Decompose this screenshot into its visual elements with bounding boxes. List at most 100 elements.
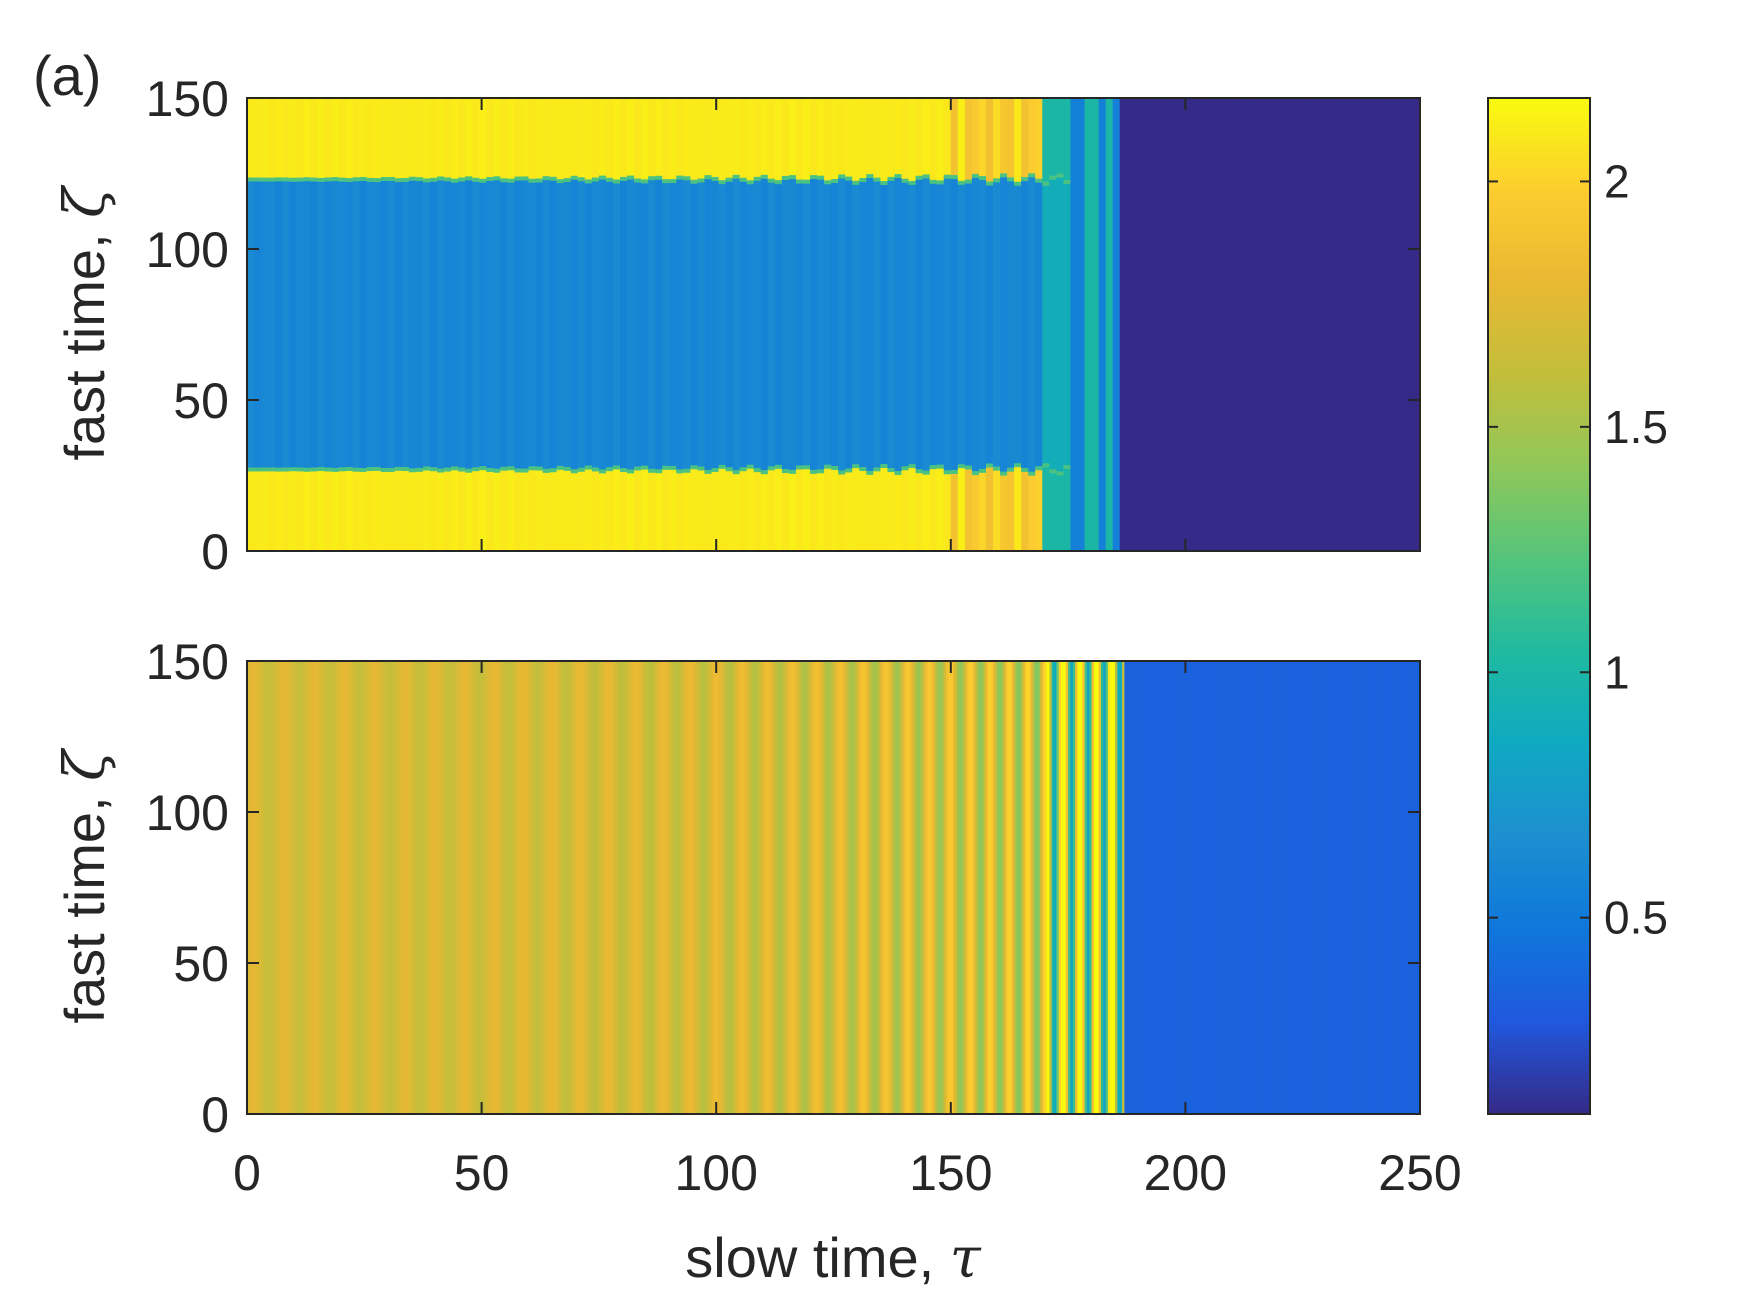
heatmap-cell bbox=[746, 98, 755, 183]
heatmap-cell bbox=[458, 661, 462, 1114]
heatmap-cell bbox=[788, 471, 797, 551]
heatmap-cell bbox=[486, 98, 494, 180]
heatmap-cell bbox=[573, 661, 577, 1114]
heatmap-cell bbox=[444, 469, 452, 551]
heatmap-cell bbox=[1298, 661, 1301, 1114]
heatmap-cell bbox=[774, 98, 783, 183]
heatmap-cell bbox=[1178, 661, 1182, 1114]
heatmap-cell bbox=[598, 98, 607, 178]
heatmap-cell bbox=[247, 98, 255, 180]
heatmap-cell bbox=[681, 661, 684, 1114]
heatmap-cell bbox=[451, 178, 459, 183]
heatmap-cell bbox=[751, 661, 755, 1114]
heatmap-cell bbox=[605, 98, 614, 180]
heatmap-cell bbox=[333, 661, 337, 1114]
heatmap-cell bbox=[493, 176, 501, 181]
heatmap-cell bbox=[915, 661, 919, 1114]
heatmap-cell bbox=[1246, 98, 1255, 551]
heatmap-cell bbox=[612, 465, 621, 470]
heatmap-cell bbox=[690, 98, 699, 182]
heatmap-cell bbox=[1415, 98, 1421, 551]
heatmap-cell bbox=[451, 661, 455, 1114]
heatmap-cell bbox=[493, 661, 497, 1114]
heatmap-cell bbox=[798, 661, 802, 1114]
heatmap-cell bbox=[303, 467, 311, 472]
heatmap-cell bbox=[856, 661, 860, 1114]
heatmap-cell bbox=[310, 467, 318, 472]
heatmap-cell bbox=[345, 661, 349, 1114]
heatmap-cell bbox=[793, 661, 797, 1114]
heatmap-cell bbox=[697, 466, 706, 471]
heatmap-cell bbox=[730, 661, 734, 1114]
heatmap-cell bbox=[352, 661, 356, 1114]
heatmap-cell bbox=[444, 177, 452, 182]
heatmap-cell bbox=[709, 661, 713, 1114]
heatmap-cell bbox=[1387, 661, 1391, 1114]
heatmap-cell bbox=[695, 661, 699, 1114]
heatmap-cell bbox=[1159, 661, 1163, 1114]
heatmap-cell bbox=[472, 98, 480, 180]
heatmap-cell bbox=[1220, 661, 1224, 1114]
heatmap-cell bbox=[936, 98, 945, 183]
heatmap-cell bbox=[1176, 661, 1179, 1114]
heatmap-cell bbox=[268, 467, 276, 472]
heatmap-cell bbox=[631, 661, 635, 1114]
heatmap-cell bbox=[648, 470, 656, 551]
heatmap-cell bbox=[655, 177, 663, 472]
heatmap-cell bbox=[880, 98, 889, 184]
heatmap-cell bbox=[317, 467, 326, 472]
heatmap-cell bbox=[781, 175, 790, 180]
heatmap-cell bbox=[307, 661, 311, 1114]
heatmap-cell bbox=[1100, 661, 1104, 1114]
heatmap-cell bbox=[997, 661, 1001, 1114]
heatmap-cell bbox=[310, 177, 318, 182]
heatmap-cell bbox=[669, 661, 673, 1114]
top-y-axis-label: fast time, ζ bbox=[53, 184, 118, 461]
heatmap-cell bbox=[817, 177, 825, 472]
heatmap-cell bbox=[622, 661, 626, 1114]
heatmap-cell bbox=[1215, 661, 1219, 1114]
heatmap-cell bbox=[1384, 661, 1388, 1114]
heatmap-cell bbox=[331, 179, 340, 470]
heatmap-cell bbox=[915, 471, 924, 551]
heatmap-cell bbox=[415, 98, 424, 180]
heatmap-cell bbox=[1035, 178, 1043, 183]
heatmap-cell bbox=[1340, 661, 1344, 1114]
x-tick-label: 200 bbox=[1144, 1145, 1227, 1201]
heatmap-cell bbox=[859, 98, 867, 181]
heatmap-cell bbox=[993, 466, 1001, 471]
heatmap-cell bbox=[683, 470, 691, 551]
heatmap-cell bbox=[1290, 661, 1294, 1114]
heatmap-cell bbox=[563, 661, 567, 1114]
heatmap-cell bbox=[1344, 98, 1353, 551]
heatmap-cell bbox=[549, 178, 558, 471]
heatmap-cell bbox=[1356, 661, 1360, 1114]
heatmap-cell bbox=[894, 176, 903, 473]
heatmap-cell bbox=[1281, 661, 1285, 1114]
heatmap-cell bbox=[521, 661, 525, 1114]
heatmap-cell bbox=[627, 471, 635, 551]
heatmap-cell bbox=[781, 469, 790, 474]
heatmap-cell bbox=[831, 661, 835, 1114]
heatmap-cell bbox=[1305, 661, 1308, 1114]
heatmap-cell bbox=[401, 661, 405, 1114]
heatmap-cell bbox=[591, 661, 595, 1114]
heatmap-cell bbox=[500, 178, 509, 183]
heatmap-cell bbox=[1098, 98, 1107, 551]
heatmap-cell bbox=[971, 175, 980, 474]
heatmap-cell bbox=[455, 661, 459, 1114]
heatmap-cell bbox=[519, 661, 523, 1114]
heatmap-cell bbox=[978, 470, 987, 551]
heatmap-cell bbox=[432, 661, 436, 1114]
heatmap-cell bbox=[514, 98, 523, 179]
heatmap-cell bbox=[247, 469, 255, 551]
heatmap-cell bbox=[697, 661, 701, 1114]
heatmap-cell bbox=[467, 661, 471, 1114]
heatmap-cell bbox=[1211, 98, 1219, 551]
heatmap-cell bbox=[1056, 473, 1065, 551]
heatmap-cell bbox=[985, 181, 994, 186]
heatmap-cell bbox=[535, 661, 539, 1114]
heatmap-cell bbox=[1056, 471, 1065, 476]
heatmap-cell bbox=[528, 466, 537, 471]
